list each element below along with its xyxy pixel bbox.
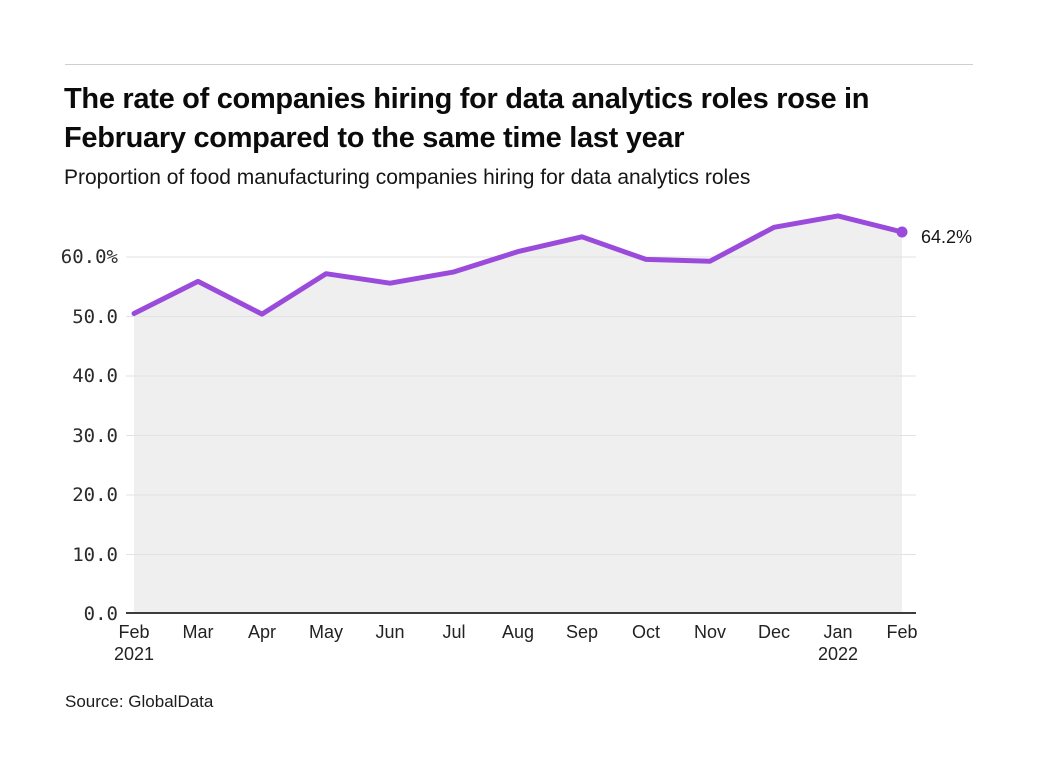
y-tick-label: 40.0 <box>72 365 118 387</box>
trend-line <box>131 213 905 317</box>
y-tick-label: 30.0 <box>72 424 118 447</box>
chart-subtitle: Proportion of food manufacturing compani… <box>64 166 751 189</box>
x-tick-label: Jun <box>375 622 405 642</box>
y-tick-label: 0.0 <box>83 603 118 625</box>
y-tick-label: 60.0% <box>60 246 118 268</box>
x-tick-label: Feb <box>886 622 918 642</box>
area-fill <box>134 215 902 613</box>
x-tick-label: Jul <box>442 622 466 642</box>
plot-svg <box>126 213 916 614</box>
y-tick-label: 50.0 <box>72 305 118 328</box>
x-axis-labels: Feb 2021 Mar Apr May Jun Jul Aug Sep Oct Nov Dec Ja… <box>114 621 918 669</box>
y-axis-labels: 0.0 10.0 20.0 30.0 40.0 50.0 60.0% <box>0 196 118 628</box>
x-tick-label: Feb 2021 <box>113 622 155 664</box>
source-credit: Source: GlobalData <box>65 692 214 711</box>
end-point-dot <box>896 226 908 238</box>
x-tick-label: Jan 2022 <box>817 622 859 664</box>
x-tick-label: Dec <box>757 622 790 642</box>
x-tick-label: Aug <box>501 622 535 642</box>
y-tick-label: 10.0 <box>72 543 118 566</box>
y-tick-label: 20.0 <box>72 484 118 506</box>
x-tick-label: Nov <box>693 622 726 642</box>
x-tick-label: Oct <box>631 622 660 642</box>
top-divider <box>65 64 973 65</box>
chart-title: The rate of companies hiring for data an… <box>64 83 870 154</box>
x-tick-label: May <box>308 622 343 642</box>
x-tick-label: Apr <box>247 622 276 642</box>
x-tick-label: Mar <box>182 622 214 642</box>
x-tick-label: Sep <box>565 622 599 642</box>
end-value-label: 64.2% <box>921 227 973 247</box>
